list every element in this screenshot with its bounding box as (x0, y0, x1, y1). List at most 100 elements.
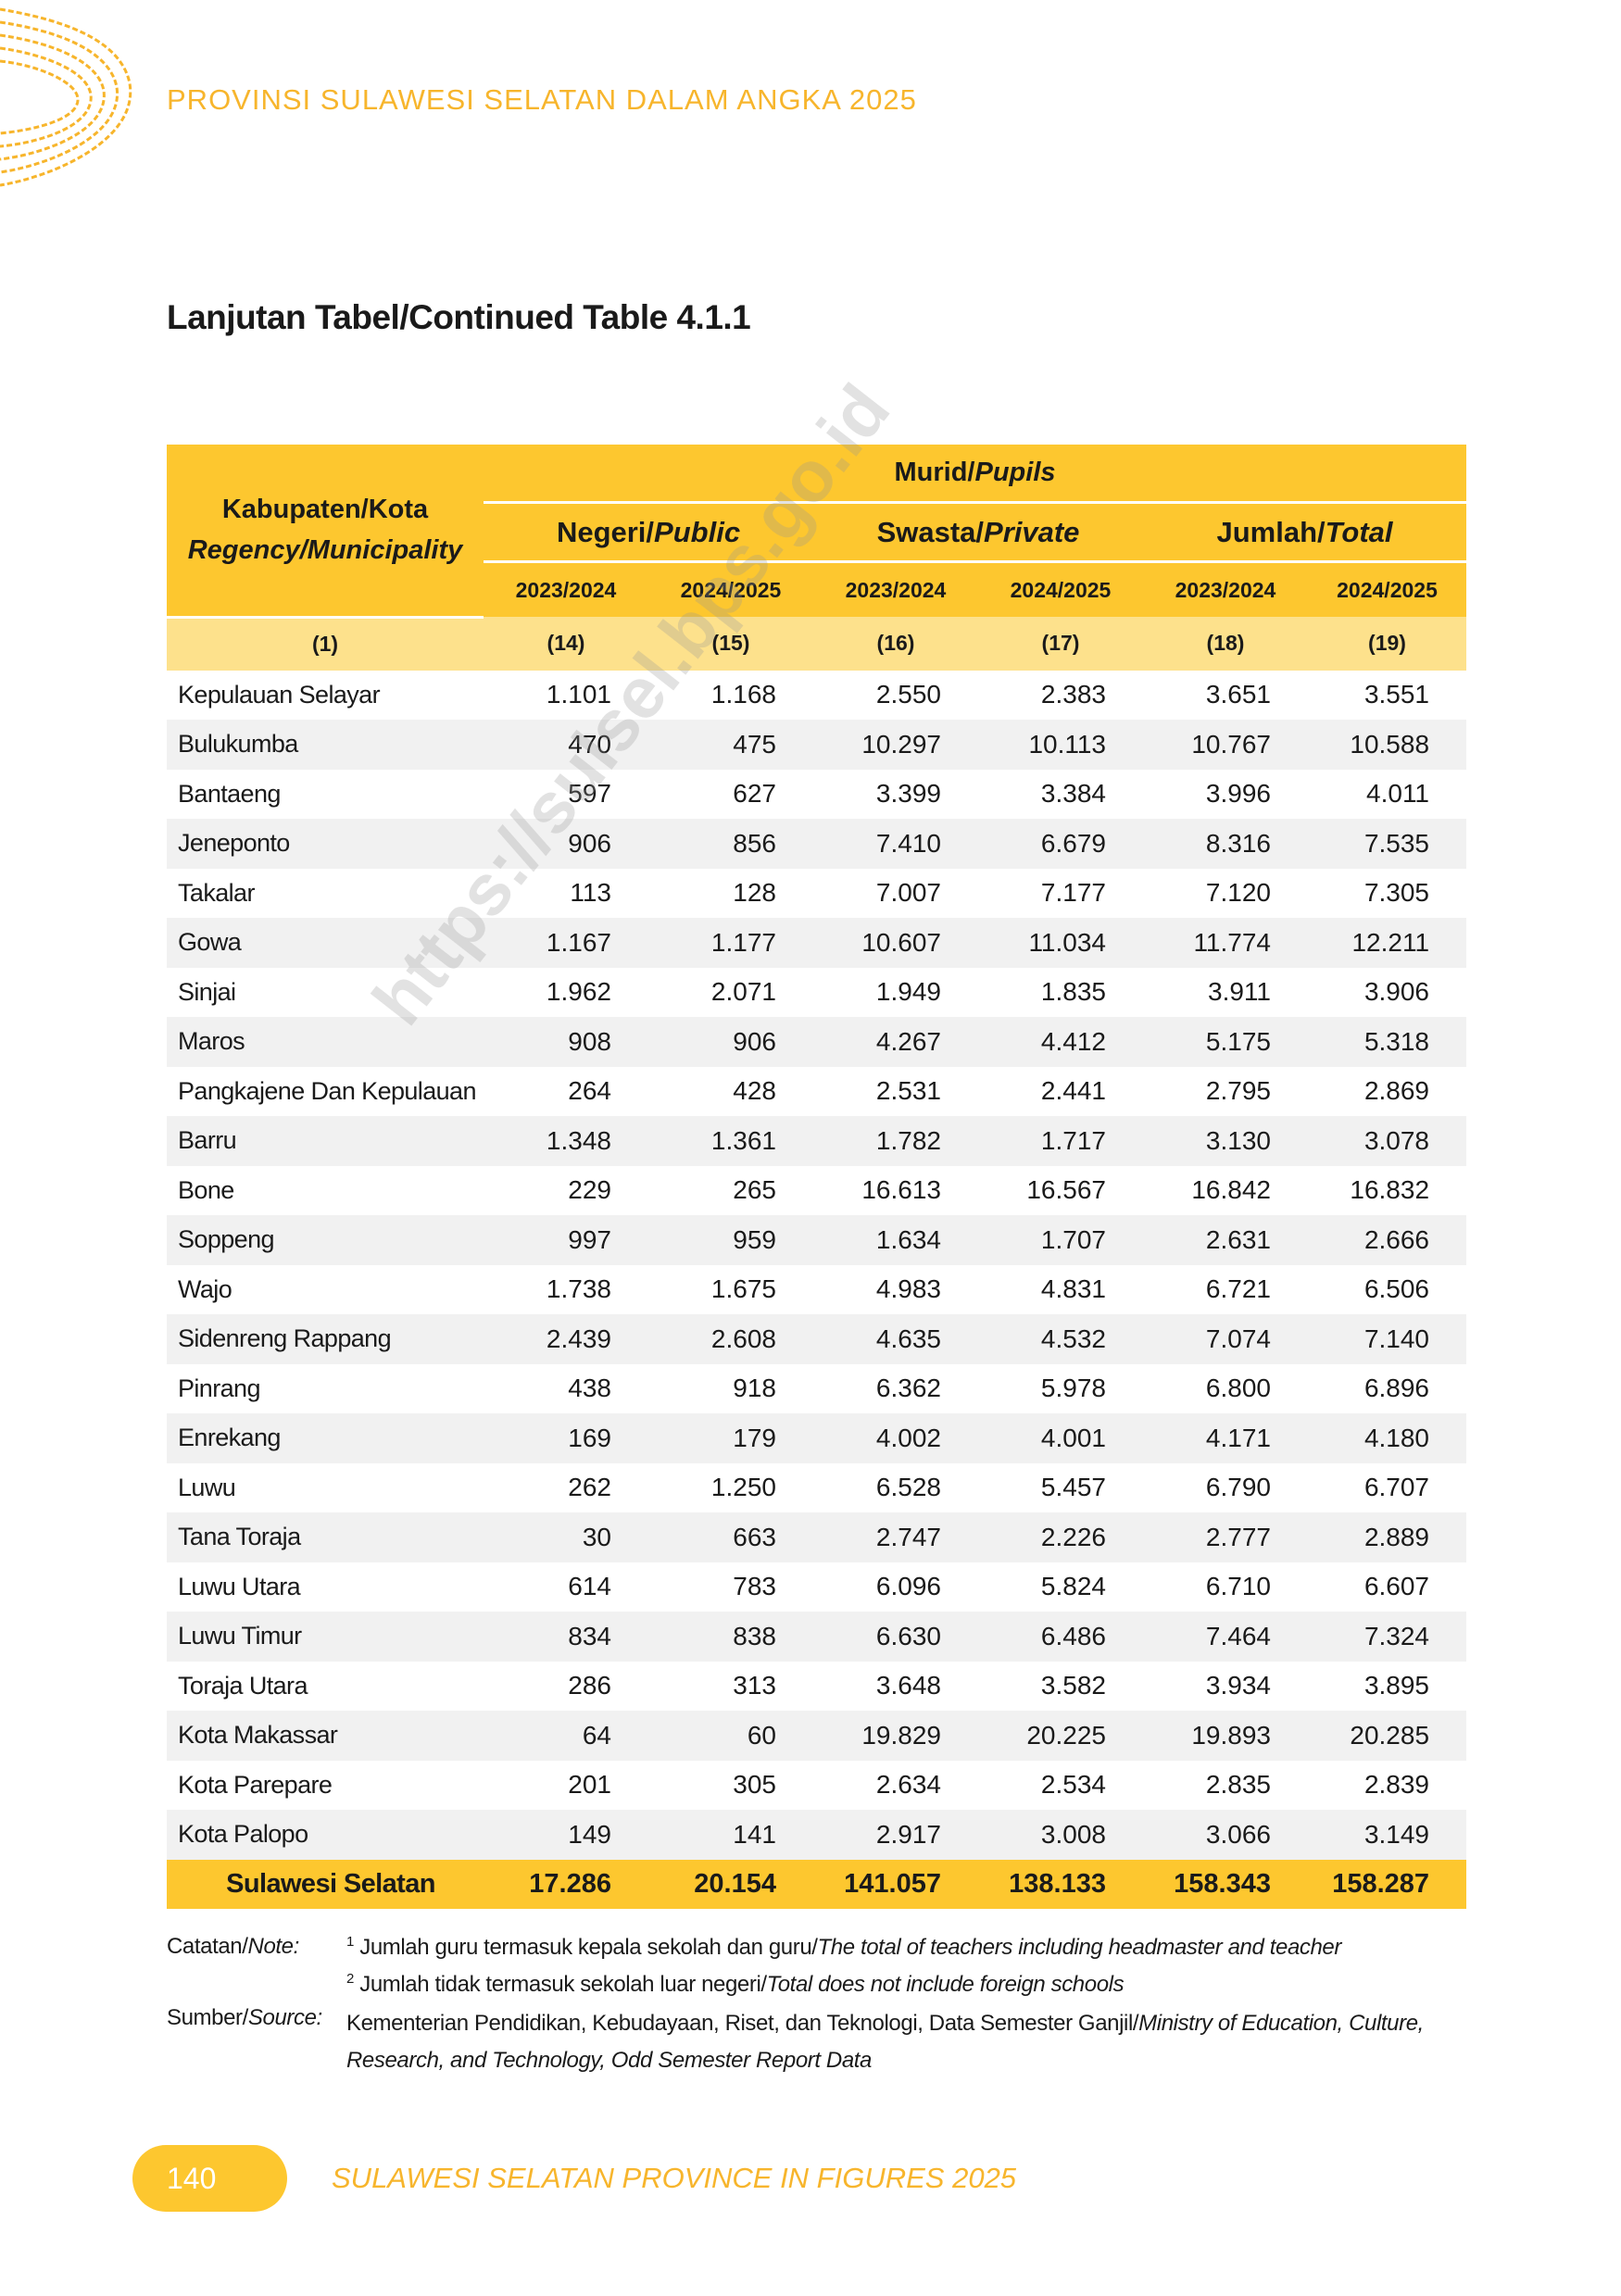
region-name: Gowa (167, 918, 484, 968)
cell-value: 1.675 (710, 1274, 776, 1304)
total-value: 158.287 (1308, 1859, 1467, 1909)
region-name: Pinrang (178, 1374, 260, 1402)
cell-value: 4.011 (1366, 779, 1430, 809)
source-text: Ministry of Education, Culture, Research… (346, 2011, 1424, 2073)
table-row: Soppeng 997 959 1.634 1.707 2.631 2.666 (167, 1215, 1467, 1265)
cell-value: 5.824 (1040, 1572, 1106, 1601)
cell-value: 7.464 (1143, 1612, 1308, 1662)
cell-value: 229 (568, 1175, 611, 1205)
cell-value: 1.717 (978, 1116, 1143, 1166)
cell-value: 1.962 (546, 977, 611, 1007)
header-text: Swasta/ (876, 515, 985, 548)
cell-value: 6.630 (813, 1612, 978, 1662)
cell-value: 8.316 (1143, 819, 1308, 869)
cell-value: 5.457 (1040, 1473, 1106, 1502)
cell-value: 2.917 (813, 1810, 978, 1860)
cell-value: 10.297 (813, 720, 978, 770)
cell-value: 3.996 (1205, 779, 1271, 809)
region-name: Kota Palopo (167, 1810, 484, 1860)
cell-value: 908 (484, 1017, 648, 1067)
note-item: 1 Jumlah guru termasuk kepala sekolah da… (346, 1934, 1341, 1961)
cell-value: 4.001 (978, 1413, 1143, 1463)
cell-value: 6.721 (1205, 1274, 1271, 1304)
cell-value: 6.679 (978, 819, 1143, 869)
cell-value: 264 (568, 1076, 611, 1106)
cell-value: 627 (733, 779, 776, 809)
region-name: Kepulauan Selayar (178, 680, 381, 709)
region-name: Luwu (178, 1473, 236, 1501)
region-name: Wajo (178, 1274, 232, 1303)
cell-value: 11.774 (1143, 918, 1308, 968)
cell-value: 438 (568, 1374, 611, 1403)
cell-value: 1.250 (710, 1473, 776, 1502)
region-name: Toraja Utara (178, 1671, 308, 1700)
running-footer: SULAWESI SELATAN PROVINCE IN FIGURES 202… (332, 2162, 1017, 2194)
year-header: 2023/2024 (484, 561, 648, 617)
cell-value: 3.399 (875, 779, 941, 809)
cell-value: 7.177 (1040, 878, 1106, 908)
region-name: Luwu Timur (167, 1612, 484, 1662)
cell-value: 1.707 (978, 1215, 1143, 1265)
cell-value: 265 (733, 1175, 776, 1205)
cell-value: 6.096 (875, 1572, 941, 1601)
cell-value: 128 (733, 878, 776, 908)
total-row: Sulawesi Selatan 17.286 20.154 141.057 138.1… (167, 1859, 1467, 1909)
total-value: 158.343 (1143, 1859, 1308, 1909)
table-row: Enrekang 169 179 4.002 4.001 4.171 4.180 (167, 1413, 1467, 1463)
cell-value: 2.441 (1040, 1076, 1106, 1106)
sub-header: Negeri/Public (484, 502, 813, 563)
cell-value: 19.893 (1143, 1711, 1308, 1761)
cell-value: 7.140 (1308, 1314, 1467, 1364)
cell-value: 6.607 (1363, 1572, 1430, 1601)
table-row: Sidenreng Rappang 2.439 2.608 4.635 4.532 7.0… (167, 1314, 1467, 1364)
column-number: (19) (1308, 617, 1467, 671)
cell-value: 2.631 (1143, 1215, 1308, 1265)
table-row: Takalar 113 128 7.007 7.177 7.120 7.305 (167, 869, 1466, 919)
note-text: Total does not include foreign schools (766, 1972, 1125, 1997)
cell-value: 12.211 (1308, 918, 1467, 968)
region-name: Soppeng (167, 1215, 484, 1265)
cell-value: 16.842 (1191, 1175, 1271, 1205)
year-header: 2023/2024 (1143, 561, 1308, 617)
table-row: Bone 229 265 16.613 16.567 16.842 16.832 (167, 1166, 1466, 1216)
region-name: Sidenreng Rappang (167, 1314, 484, 1364)
cell-value: 2.889 (1308, 1512, 1467, 1562)
cell-value: 918 (733, 1374, 776, 1403)
header-text: Kabupaten/Kota (221, 495, 429, 525)
cell-value: 7.007 (875, 878, 941, 908)
column-number: (17) (978, 617, 1143, 671)
cell-value: 4.002 (813, 1413, 978, 1463)
cell-value: 3.648 (875, 1671, 941, 1700)
sub-header: Swasta/Private (813, 502, 1143, 563)
cell-value: 5.978 (1040, 1374, 1106, 1403)
region-name: Pangkajene Dan Kepulauan (178, 1076, 476, 1105)
table-row: Kota Palopo 149 141 2.917 3.008 3.066 3.149 (167, 1810, 1467, 1860)
cell-value: 4.267 (813, 1017, 978, 1067)
total-value: 20.154 (648, 1859, 813, 1909)
data-table: Kabupaten/Kota Regency/Municipality Murid… (167, 445, 1467, 1909)
cell-value: 6.528 (875, 1473, 941, 1502)
cell-value: 6.790 (1205, 1473, 1271, 1502)
label-text: Source: (247, 2005, 322, 2030)
cell-value: 11.034 (978, 918, 1143, 968)
cell-value: 2.071 (710, 977, 776, 1007)
cell-value: 3.911 (1208, 977, 1271, 1007)
cell-value: 7.120 (1205, 878, 1271, 908)
cell-value: 470 (484, 720, 648, 770)
cell-value: 2.777 (1143, 1512, 1308, 1562)
cell-value: 16.832 (1350, 1175, 1430, 1205)
column-number: (14) (484, 617, 648, 671)
table-row: Luwu 262 1.250 6.528 5.457 6.790 6.707 (167, 1463, 1466, 1513)
note-text: Jumlah tidak termasuk sekolah luar neger… (359, 1972, 767, 1997)
cell-value: 19.829 (813, 1711, 978, 1761)
column-number: (15) (648, 617, 813, 671)
table-row: Pinrang 438 918 6.362 5.978 6.800 6.896 (167, 1364, 1466, 1414)
column-number: (16) (813, 617, 978, 671)
cell-value: 7.074 (1143, 1314, 1308, 1364)
sub-header: Jumlah/Total (1143, 502, 1467, 563)
region-name: Bulukumba (167, 720, 484, 770)
cell-value: 906 (484, 819, 648, 869)
region-name: Takalar (178, 878, 255, 907)
cell-value: 4.983 (875, 1274, 941, 1304)
total-label: Sulawesi Selatan (167, 1859, 484, 1909)
